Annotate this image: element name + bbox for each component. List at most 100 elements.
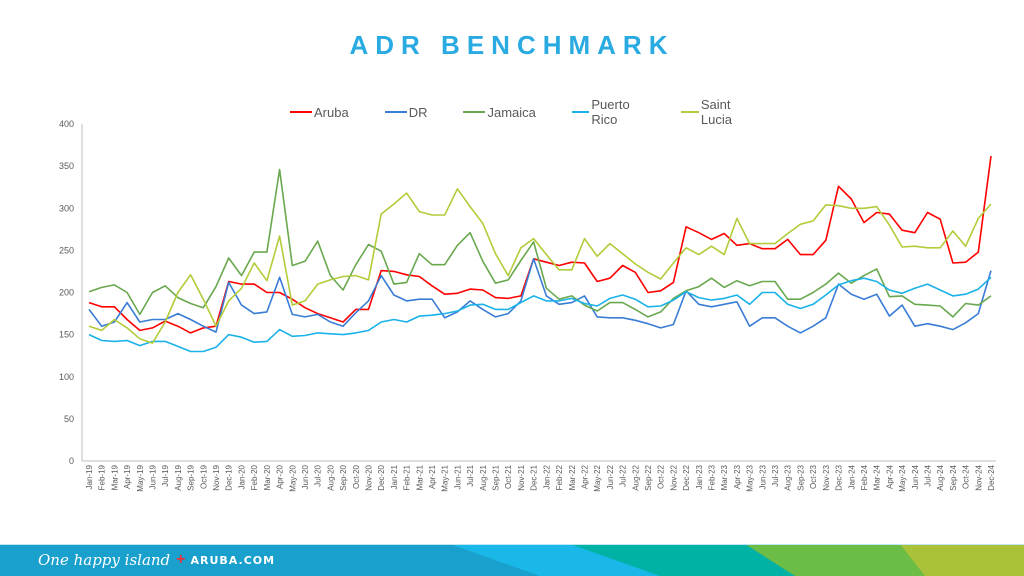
x-tick-label: Mar-23	[720, 464, 729, 490]
plus-icon: +	[176, 551, 186, 568]
x-tick-label: Jul-24	[923, 464, 932, 486]
x-tick-label: Nov-20	[364, 464, 373, 490]
x-tick-label: Mar-24	[873, 464, 882, 490]
x-tick-label: Nov-21	[517, 464, 526, 490]
x-tick-label: Mar-21	[415, 464, 424, 490]
legend-item-jamaica: Jamaica	[463, 104, 536, 120]
x-tick-label: Jun-20	[301, 464, 310, 489]
x-tick-label: Mar-20	[263, 464, 272, 490]
x-tick-label: Jan-24	[847, 464, 856, 489]
legend-swatch-aruba	[290, 111, 312, 113]
x-tick-label: Nov-24	[974, 464, 983, 490]
x-tick-label: Feb-24	[860, 464, 869, 490]
x-tick-label: Aug-24	[936, 464, 945, 490]
x-tick-label: May-22	[593, 464, 602, 491]
x-tick-label: Apr-24	[885, 464, 894, 489]
x-tick-label: Dec-23	[835, 464, 844, 490]
x-tick-label: Nov-22	[669, 464, 678, 490]
x-tick-label: Apr-20	[276, 464, 285, 489]
series-lines	[88, 155, 992, 353]
series-line-dr	[88, 257, 992, 334]
x-tick-label: May-21	[441, 464, 450, 491]
x-tick-label: Oct-21	[504, 464, 513, 489]
x-axis: Jan-19 Feb-19 Mar-19 Apr-19 May-19 Jun-19 Jul-…	[82, 460, 996, 492]
legend-label-jamaica: Jamaica	[487, 104, 536, 120]
x-tick-label: Jan-22	[542, 464, 551, 489]
x-tick-label: Sep-24	[949, 464, 958, 490]
y-tick-label: 250	[59, 245, 74, 255]
x-tick-label: Sep-20	[339, 464, 348, 490]
x-tick-label: Nov-23	[822, 464, 831, 490]
x-tick-label: Aug-20	[326, 464, 335, 490]
chart-legend: Aruba DR Jamaica Puerto Rico Saint Lucia	[290, 97, 780, 127]
legend-label-saint-lucia: Saint Lucia	[700, 97, 732, 127]
x-tick-label: Jan-23	[695, 464, 704, 489]
x-tick-label: Apr-23	[733, 464, 742, 489]
y-tick-label: 300	[59, 203, 74, 213]
x-tick-label: Dec-21	[530, 464, 539, 490]
y-tick-label: 0	[69, 456, 74, 466]
x-tick-label: Jun-24	[911, 464, 920, 489]
legend-item-saint-lucia: Saint Lucia	[681, 97, 752, 127]
legend-label-puerto-rico: Puerto Rico	[591, 97, 630, 127]
x-tick-label: May-19	[136, 464, 145, 491]
x-tick-label: Feb-20	[250, 464, 259, 490]
x-tick-label: Aug-23	[784, 464, 793, 490]
legend-item-dr: DR	[384, 104, 428, 120]
x-tick-label: Nov-19	[212, 464, 221, 490]
x-tick-label: Sep-22	[644, 464, 653, 490]
x-tick-label: Jan-21	[390, 464, 399, 489]
x-tick-label: Dec-20	[377, 464, 386, 490]
y-tick-label: 100	[59, 372, 74, 382]
x-tick-label: Aug-19	[174, 464, 183, 490]
x-tick-label: Jun-23	[758, 464, 767, 489]
legend-item-aruba: Aruba	[290, 105, 349, 120]
legend-swatch-dr	[384, 111, 407, 113]
x-tick-label: Jan-20	[237, 464, 246, 489]
x-tick-label: Jun-19	[149, 464, 158, 489]
legend-swatch-saint-lucia	[681, 111, 699, 113]
x-tick-label: Dec-24	[987, 464, 996, 490]
x-tick-label: Apr-21	[428, 464, 437, 489]
x-tick-label: Mar-22	[568, 464, 577, 490]
x-tick-label: Oct-20	[352, 464, 361, 489]
x-tick-label: Oct-24	[962, 464, 971, 489]
x-tick-label: Jul-22	[619, 464, 628, 486]
legend-swatch-puerto-rico	[571, 111, 590, 113]
legend-item-puerto-rico: Puerto Rico	[571, 97, 645, 127]
x-tick-label: Oct-19	[199, 464, 208, 489]
x-tick-label: Jun-22	[606, 464, 615, 489]
series-line-jamaica	[88, 168, 992, 318]
legend-swatch-jamaica	[463, 111, 486, 113]
x-tick-label: Sep-19	[187, 464, 196, 490]
x-tick-label: Feb-23	[708, 464, 717, 490]
x-tick-label: Apr-22	[580, 464, 589, 489]
footer-top-line	[0, 544, 1024, 545]
x-tick-label: May-23	[746, 464, 755, 491]
y-tick-label: 350	[59, 161, 74, 171]
series-line-saint-lucia	[88, 188, 992, 344]
x-tick-label: Jul-21	[466, 464, 475, 486]
x-tick-label: Oct-22	[657, 464, 666, 489]
x-tick-label: Oct-23	[809, 464, 818, 489]
footer-site-link[interactable]: ARUBA.COM	[190, 553, 276, 567]
x-tick-label: Dec-19	[225, 464, 234, 490]
x-tick-label: Sep-23	[796, 464, 805, 490]
x-tick-label: Aug-22	[631, 464, 640, 490]
footer-banner	[0, 544, 1024, 576]
footer-tagline: One happy island	[38, 551, 171, 569]
x-tick-label: Feb-19	[98, 464, 107, 490]
x-tick-label: Jul-20	[314, 464, 323, 486]
x-tick-label: Feb-22	[555, 464, 564, 490]
legend-label-aruba: Aruba	[314, 104, 349, 120]
legend-label-dr: DR	[408, 104, 428, 120]
x-tick-label: Sep-21	[492, 464, 501, 490]
footer-band-5	[900, 544, 1024, 576]
x-tick-label: Dec-22	[682, 464, 691, 490]
x-tick-label: May-20	[288, 464, 297, 491]
x-tick-label: Jan-19	[85, 464, 94, 489]
x-tick-label: Jul-23	[771, 464, 780, 486]
x-tick-label: Apr-19	[123, 464, 132, 489]
series-line-puerto-rico	[88, 276, 992, 353]
